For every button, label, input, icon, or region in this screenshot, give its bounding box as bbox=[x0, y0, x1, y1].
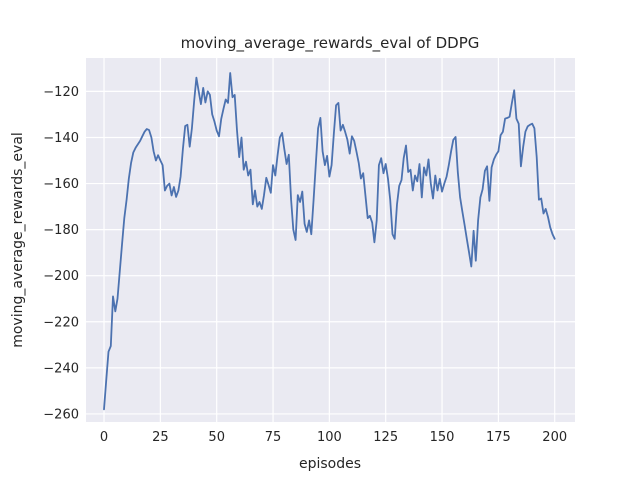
x-axis-label: episodes bbox=[299, 456, 361, 472]
x-tick-labels: 0 25 50 75 100 125 150 175 200 bbox=[100, 430, 567, 445]
y-tick-label: −220 bbox=[43, 315, 79, 330]
x-tick-label: 200 bbox=[542, 430, 567, 445]
x-tick-label: 75 bbox=[265, 430, 282, 445]
data-series bbox=[103, 72, 556, 411]
y-tick-label: −240 bbox=[43, 361, 79, 376]
reward-line bbox=[103, 72, 556, 411]
chart-title: moving_average_rewards_eval of DDPG bbox=[181, 34, 480, 53]
y-axis-label: moving_average_rewards_eval bbox=[10, 132, 26, 348]
x-tick-label: 150 bbox=[430, 430, 455, 445]
y-tick-labels: −120 −140 −160 −180 −200 −220 −240 −260 bbox=[43, 85, 79, 423]
x-tick-label: 50 bbox=[208, 430, 225, 445]
y-tick-label: −200 bbox=[43, 269, 79, 284]
gridlines bbox=[86, 58, 575, 422]
y-tick-label: −120 bbox=[43, 85, 79, 100]
x-tick-label: 0 bbox=[100, 430, 108, 445]
y-tick-label: −140 bbox=[43, 131, 79, 146]
y-tick-label: −260 bbox=[43, 407, 79, 422]
x-tick-label: 100 bbox=[317, 430, 342, 445]
y-tick-label: −180 bbox=[43, 223, 79, 238]
x-tick-label: 25 bbox=[152, 430, 169, 445]
y-tick-label: −160 bbox=[43, 177, 79, 192]
x-tick-label: 125 bbox=[373, 430, 398, 445]
plot-area bbox=[86, 58, 575, 422]
x-tick-label: 175 bbox=[486, 430, 511, 445]
